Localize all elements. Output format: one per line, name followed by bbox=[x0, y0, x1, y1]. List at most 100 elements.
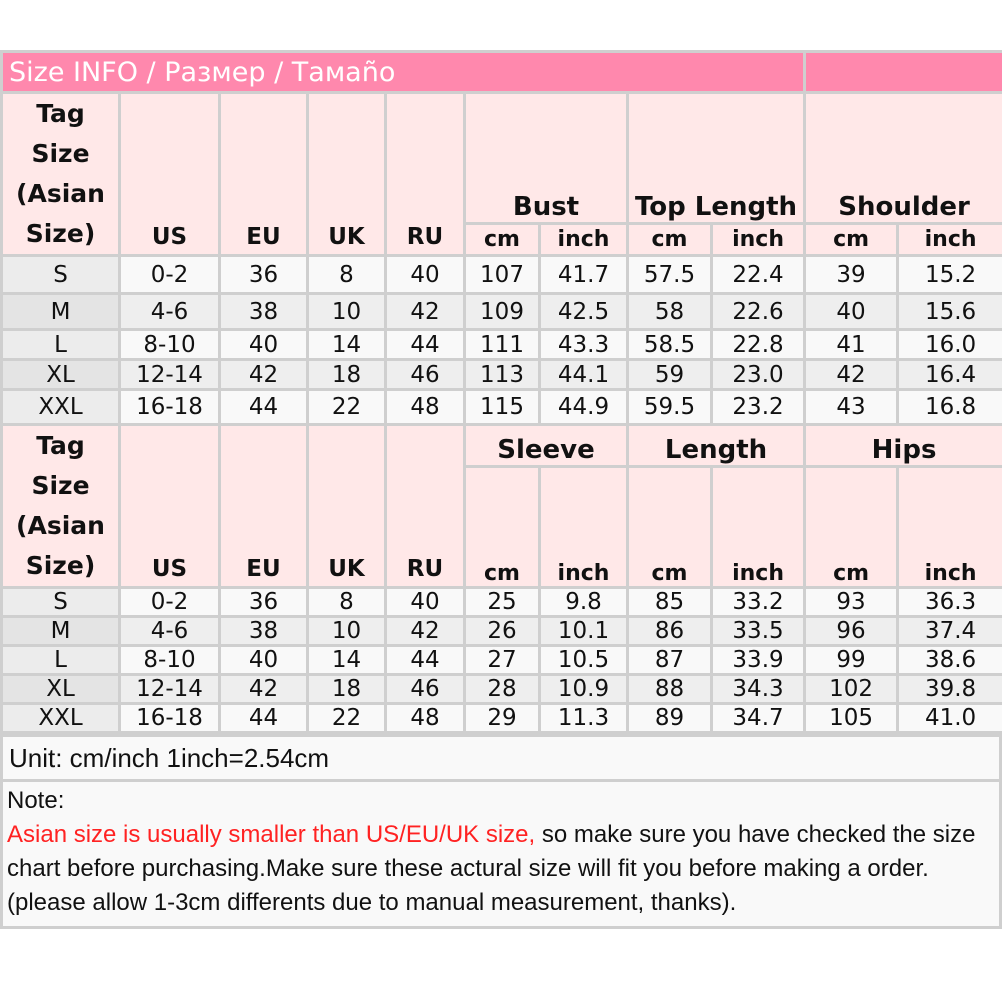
unit-header-cm: cm bbox=[463, 464, 541, 590]
table-cell: 102 bbox=[803, 673, 900, 705]
table-cell: 42 bbox=[803, 358, 900, 391]
table-row: S 0-2 36 8 40 25 9.8 85 33.2 93 36.3 bbox=[0, 586, 1002, 618]
table-cell: 46 bbox=[384, 673, 466, 705]
table-cell: 16-18 bbox=[118, 388, 221, 426]
tag-header-line: Size) bbox=[25, 551, 96, 580]
table-cell: 40 bbox=[218, 328, 309, 361]
table-row: M 4-6 38 10 42 26 10.1 86 33.5 96 37.4 bbox=[0, 615, 1002, 647]
unit-header-row: cm inch cm inch cm inch bbox=[2, 464, 1002, 590]
tag-header-line: Size) bbox=[25, 219, 96, 248]
table-cell: 10 bbox=[306, 292, 387, 331]
table-cell: 0-2 bbox=[118, 254, 221, 295]
size-table: Size INFO / Размер / Тамаño Tag Size (Asia… bbox=[0, 50, 1002, 734]
tag-header-line: Size bbox=[31, 139, 90, 168]
table-cell: 115 bbox=[463, 388, 541, 426]
table-cell: 96 bbox=[803, 615, 900, 647]
header-ru: RU bbox=[384, 423, 466, 589]
tag-header-line: Tag bbox=[36, 431, 85, 460]
table-cell: 22.8 bbox=[709, 328, 807, 361]
tag-header-line: (Asian bbox=[16, 179, 105, 208]
table-cell: 43.3 bbox=[538, 328, 629, 361]
unit-header-inch: inch bbox=[896, 464, 1002, 590]
table-cell: 105 bbox=[803, 702, 900, 734]
header-bust: Bust bbox=[463, 91, 629, 225]
note-body: so make sure you have checked the size c… bbox=[7, 821, 976, 916]
table-cell: 44 bbox=[384, 644, 466, 676]
size-label: XXL bbox=[0, 702, 121, 734]
table-cell: 10.5 bbox=[538, 644, 629, 676]
table-cell: 29 bbox=[463, 702, 541, 734]
note-label: Note: bbox=[7, 787, 65, 814]
table-cell: 40 bbox=[218, 644, 309, 676]
unit-header-inch: inch bbox=[896, 221, 1002, 258]
header-row: Tag Size (Asian Size) US EU UK RU Sleeve Length Hi… bbox=[0, 423, 1002, 589]
table-cell: 27 bbox=[463, 644, 541, 676]
table-cell: 93 bbox=[803, 586, 900, 618]
tag-size-header: Tag Size (Asian Size) bbox=[0, 423, 121, 589]
header-us: US bbox=[118, 91, 221, 257]
table-cell: 59 bbox=[626, 358, 713, 391]
table-cell: 8-10 bbox=[118, 328, 221, 361]
unit-header-inch: inch bbox=[538, 221, 629, 258]
table-cell: 40 bbox=[803, 292, 900, 331]
unit-header-cm: cm bbox=[803, 221, 900, 258]
table-cell: 8 bbox=[306, 254, 387, 295]
size-label: S bbox=[0, 254, 121, 295]
header-us: US bbox=[118, 423, 221, 589]
table-cell: 44 bbox=[218, 702, 309, 734]
unit-header-cm: cm bbox=[626, 221, 713, 258]
table-cell: 42.5 bbox=[538, 292, 629, 331]
table-cell: 42 bbox=[384, 615, 466, 647]
table-cell: 57.5 bbox=[626, 254, 713, 295]
unit-header-cm: cm bbox=[803, 464, 900, 590]
table-cell: 15.2 bbox=[896, 254, 1002, 295]
unit-header-row: cm inch cm inch cm inch bbox=[2, 221, 1002, 258]
table-cell: 37.4 bbox=[896, 615, 1002, 647]
table-cell: 41.0 bbox=[896, 702, 1002, 734]
table-cell: 44.9 bbox=[538, 388, 629, 426]
table-cell: 10 bbox=[306, 615, 387, 647]
table-cell: 11.3 bbox=[538, 702, 629, 734]
table-cell: 25 bbox=[463, 586, 541, 618]
table-cell: 87 bbox=[626, 644, 713, 676]
header-hips: Hips bbox=[803, 423, 1002, 468]
table-cell: 0-2 bbox=[118, 586, 221, 618]
table-row: S 0-2 36 8 40 107 41.7 57.5 22.4 39 15.2 bbox=[0, 254, 1002, 295]
table-cell: 4-6 bbox=[118, 292, 221, 331]
table-row: XL 12-14 42 18 46 28 10.9 88 34.3 102 39.8 bbox=[0, 673, 1002, 705]
tag-header-line: Tag bbox=[36, 99, 85, 128]
table-cell: 39.8 bbox=[896, 673, 1002, 705]
unit-header-cm: cm bbox=[626, 464, 713, 590]
table-cell: 58 bbox=[626, 292, 713, 331]
table-row: XL 12-14 42 18 46 113 44.1 59 23.0 42 16.4 bbox=[0, 358, 1002, 391]
table-cell: 111 bbox=[463, 328, 541, 361]
table-cell: 4-6 bbox=[118, 615, 221, 647]
table-cell: 33.5 bbox=[709, 615, 807, 647]
table-cell: 8-10 bbox=[118, 644, 221, 676]
header-uk: UK bbox=[306, 91, 387, 257]
table-cell: 26 bbox=[463, 615, 541, 647]
table-cell: 23.0 bbox=[709, 358, 807, 391]
table-cell: 109 bbox=[463, 292, 541, 331]
table-cell: 16.8 bbox=[896, 388, 1002, 426]
unit-header-inch: inch bbox=[709, 464, 807, 590]
table-cell: 39 bbox=[803, 254, 900, 295]
table-cell: 16-18 bbox=[118, 702, 221, 734]
table-cell: 10.1 bbox=[538, 615, 629, 647]
table-cell: 44 bbox=[384, 328, 466, 361]
unit-header-inch: inch bbox=[709, 221, 807, 258]
size-label: M bbox=[0, 615, 121, 647]
table-cell: 42 bbox=[218, 358, 309, 391]
table-cell: 38 bbox=[218, 615, 309, 647]
header-eu: EU bbox=[218, 91, 309, 257]
table-cell: 85 bbox=[626, 586, 713, 618]
table-cell: 46 bbox=[384, 358, 466, 391]
table-cell: 34.3 bbox=[709, 673, 807, 705]
size-label: XXL bbox=[0, 388, 121, 426]
table-cell: 41 bbox=[803, 328, 900, 361]
table-cell: 16.0 bbox=[896, 328, 1002, 361]
table-cell: 9.8 bbox=[538, 586, 629, 618]
table-cell: 89 bbox=[626, 702, 713, 734]
unit-text: Unit: cm/inch 1inch=2.54cm bbox=[0, 734, 1002, 782]
size-label: L bbox=[0, 328, 121, 361]
